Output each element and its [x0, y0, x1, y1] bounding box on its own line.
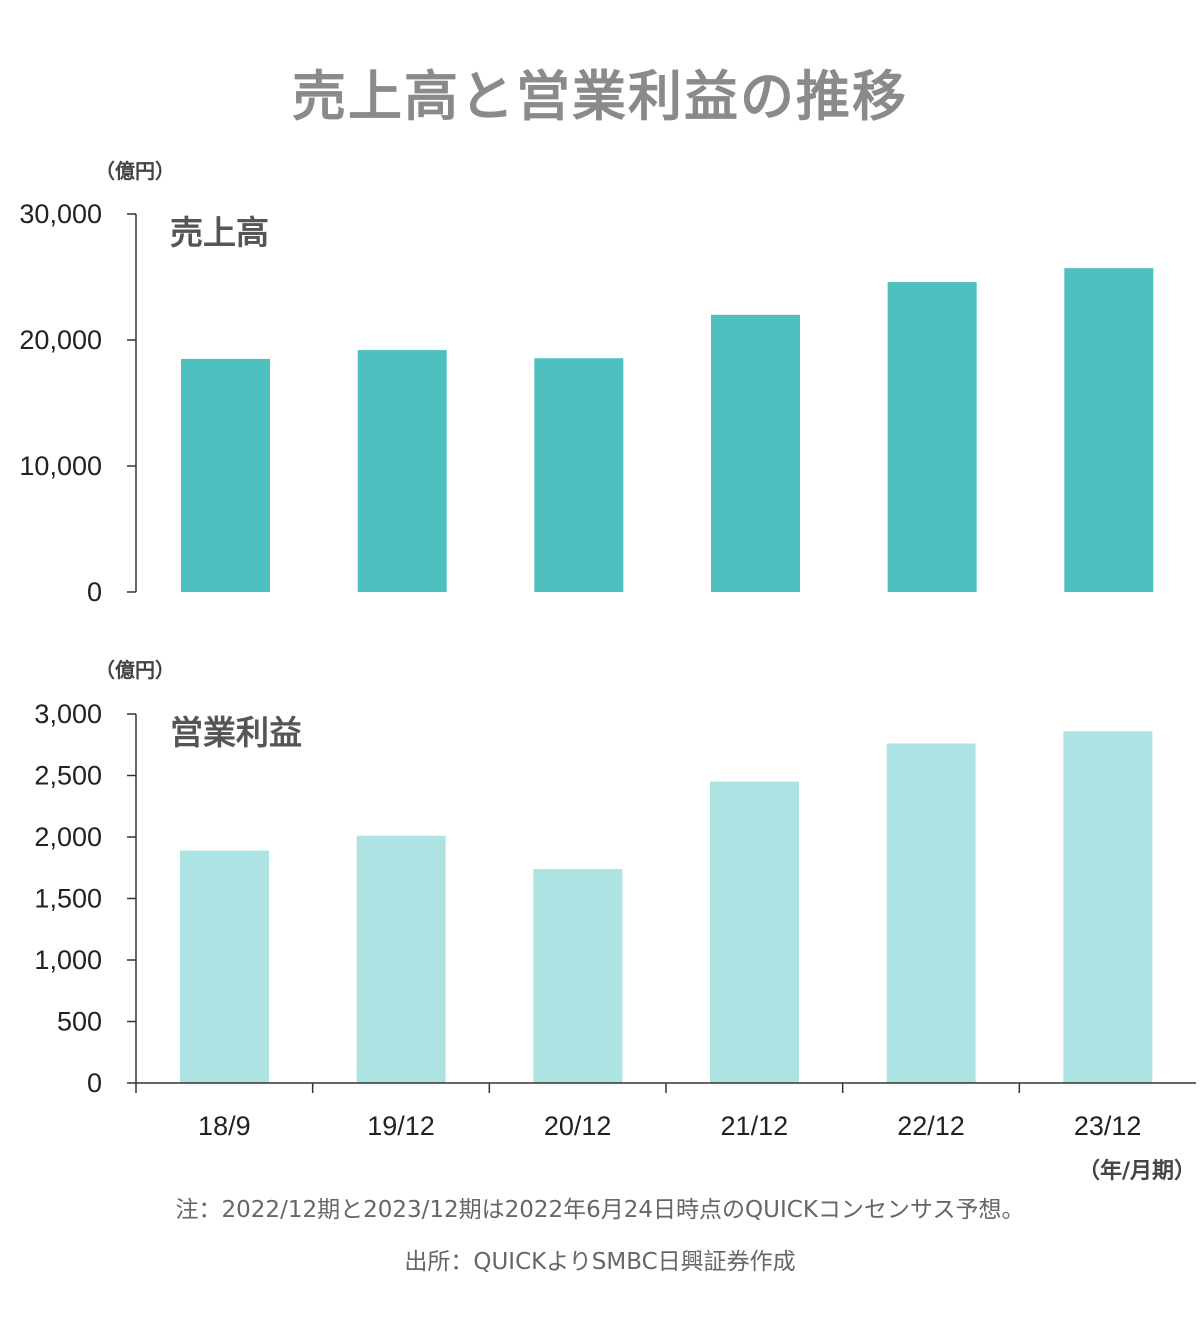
op-ytick-label: 2,500: [34, 761, 102, 791]
op-ytick-label: 3,000: [34, 699, 102, 729]
sales-bar-18-9: [181, 358, 270, 592]
op-ytick-label: 0: [87, 1068, 102, 1098]
op-bar-18-9: [180, 850, 269, 1083]
op-bar-19-12: [356, 835, 446, 1083]
x-category-label: 23/12: [1074, 1111, 1142, 1141]
sales-ytick-label: 30,000: [19, 199, 102, 229]
sales-panel: （億円） 売上高 0 10,000 20,000 30,000: [19, 159, 1154, 607]
op-bar-23-12: [1063, 731, 1153, 1083]
x-category-label: 20/12: [544, 1111, 612, 1141]
op-panel: （億円） 営業利益 05001,0001,5002,0002,5003,000 …: [34, 658, 1196, 1184]
sales-ytick-label: 20,000: [19, 325, 102, 355]
sales-panel-label: 売上高: [170, 213, 269, 252]
op-ytick-label: 2,000: [34, 822, 102, 852]
op-bar-22-12: [886, 743, 976, 1083]
op-ytick-label: 1,000: [34, 945, 102, 975]
x-category-label: 19/12: [367, 1111, 435, 1141]
op-bar-20-12: [533, 868, 623, 1083]
source-note: 出所：QUICKよりSMBC日興証券作成: [404, 1249, 796, 1275]
op-ytick-label: 1,500: [34, 884, 102, 914]
x-axis-unit: （年/月期）: [1078, 1158, 1196, 1184]
sales-bar-20-12: [534, 358, 624, 592]
op-panel-label: 営業利益: [170, 713, 302, 752]
x-category-label: 22/12: [897, 1111, 965, 1141]
sales-bar-21-12: [711, 314, 800, 592]
op-unit-label: （億円）: [95, 658, 175, 682]
sales-bar-22-12: [887, 282, 977, 592]
chart-title: 売上高と営業利益の推移: [292, 65, 908, 128]
op-ytick-label: 500: [57, 1007, 102, 1037]
sales-ytick-label: 10,000: [19, 451, 102, 481]
x-category-label: 18/9: [198, 1111, 251, 1141]
sales-bar-23-12: [1064, 268, 1154, 592]
op-bar-21-12: [710, 781, 799, 1083]
sales-unit-label: （億円）: [95, 159, 175, 183]
sales-ytick-label: 0: [87, 577, 102, 607]
sales-bar-19-12: [357, 350, 447, 592]
footnote: 注：2022/12期と2023/12期は2022年6月24日時点のQUICKコン…: [175, 1197, 1025, 1223]
x-category-label: 21/12: [721, 1111, 789, 1141]
